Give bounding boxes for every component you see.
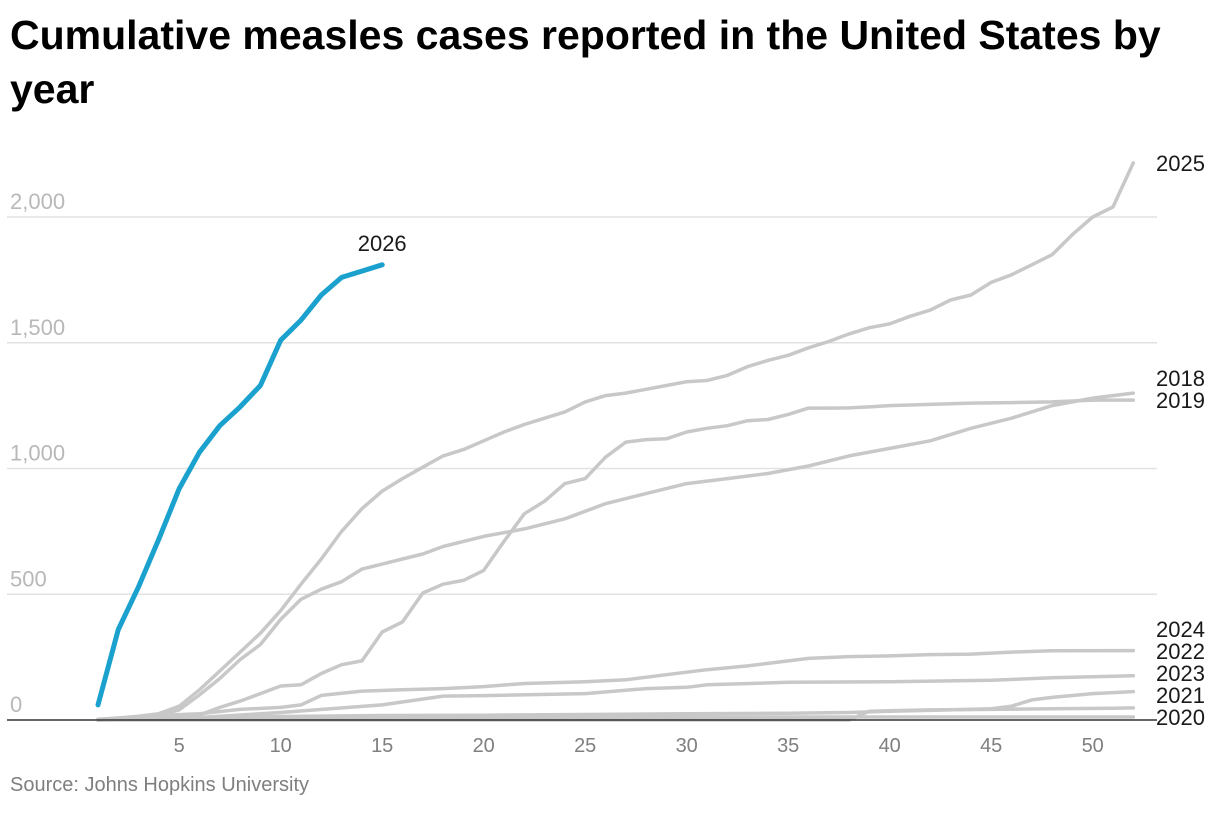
series-line-2026 — [95, 262, 385, 708]
x-tick-label-10: 10 — [270, 735, 292, 757]
series-line-2018 — [96, 391, 1136, 722]
series-label-2023: 2023 — [1156, 661, 1205, 686]
y-tick-label-2000: 2,000 — [10, 189, 65, 214]
chart-title: Cumulative measles cases reported in the… — [10, 12, 1161, 112]
y-tick-label-1000: 1,000 — [10, 441, 65, 466]
x-tick-label-50: 50 — [1082, 735, 1104, 757]
series-line-2022 — [96, 673, 1136, 722]
series-label-2022: 2022 — [1156, 639, 1205, 664]
series-label-2021: 2021 — [1156, 683, 1205, 708]
x-tick-label-45: 45 — [980, 735, 1002, 757]
series-line-2025 — [96, 161, 1136, 722]
x-tick-label-15: 15 — [371, 735, 393, 757]
y-tick-label-1500: 1,500 — [10, 315, 65, 340]
source-note: Source: Johns Hopkins University — [10, 774, 310, 796]
series-label-2019: 2019 — [1156, 388, 1205, 413]
series-label-2026: 2026 — [358, 231, 407, 256]
x-tick-label-30: 30 — [676, 735, 698, 757]
series-label-2018: 2018 — [1156, 366, 1205, 391]
x-tick-label-20: 20 — [473, 735, 495, 757]
x-tick-label-40: 40 — [879, 735, 901, 757]
x-tick-label-5: 5 — [174, 735, 185, 757]
series-label-2025: 2025 — [1156, 151, 1205, 176]
series-line-2023 — [96, 689, 1136, 722]
y-tick-label-500: 500 — [10, 566, 47, 591]
series-label-2024: 2024 — [1156, 617, 1205, 642]
series-label-2020: 2020 — [1156, 705, 1205, 730]
series-line-2024 — [96, 648, 1136, 721]
x-tick-label-35: 35 — [777, 735, 799, 757]
y-tick-label-0: 0 — [10, 692, 22, 717]
series-line-2019 — [96, 398, 1136, 722]
x-tick-label-25: 25 — [574, 735, 596, 757]
